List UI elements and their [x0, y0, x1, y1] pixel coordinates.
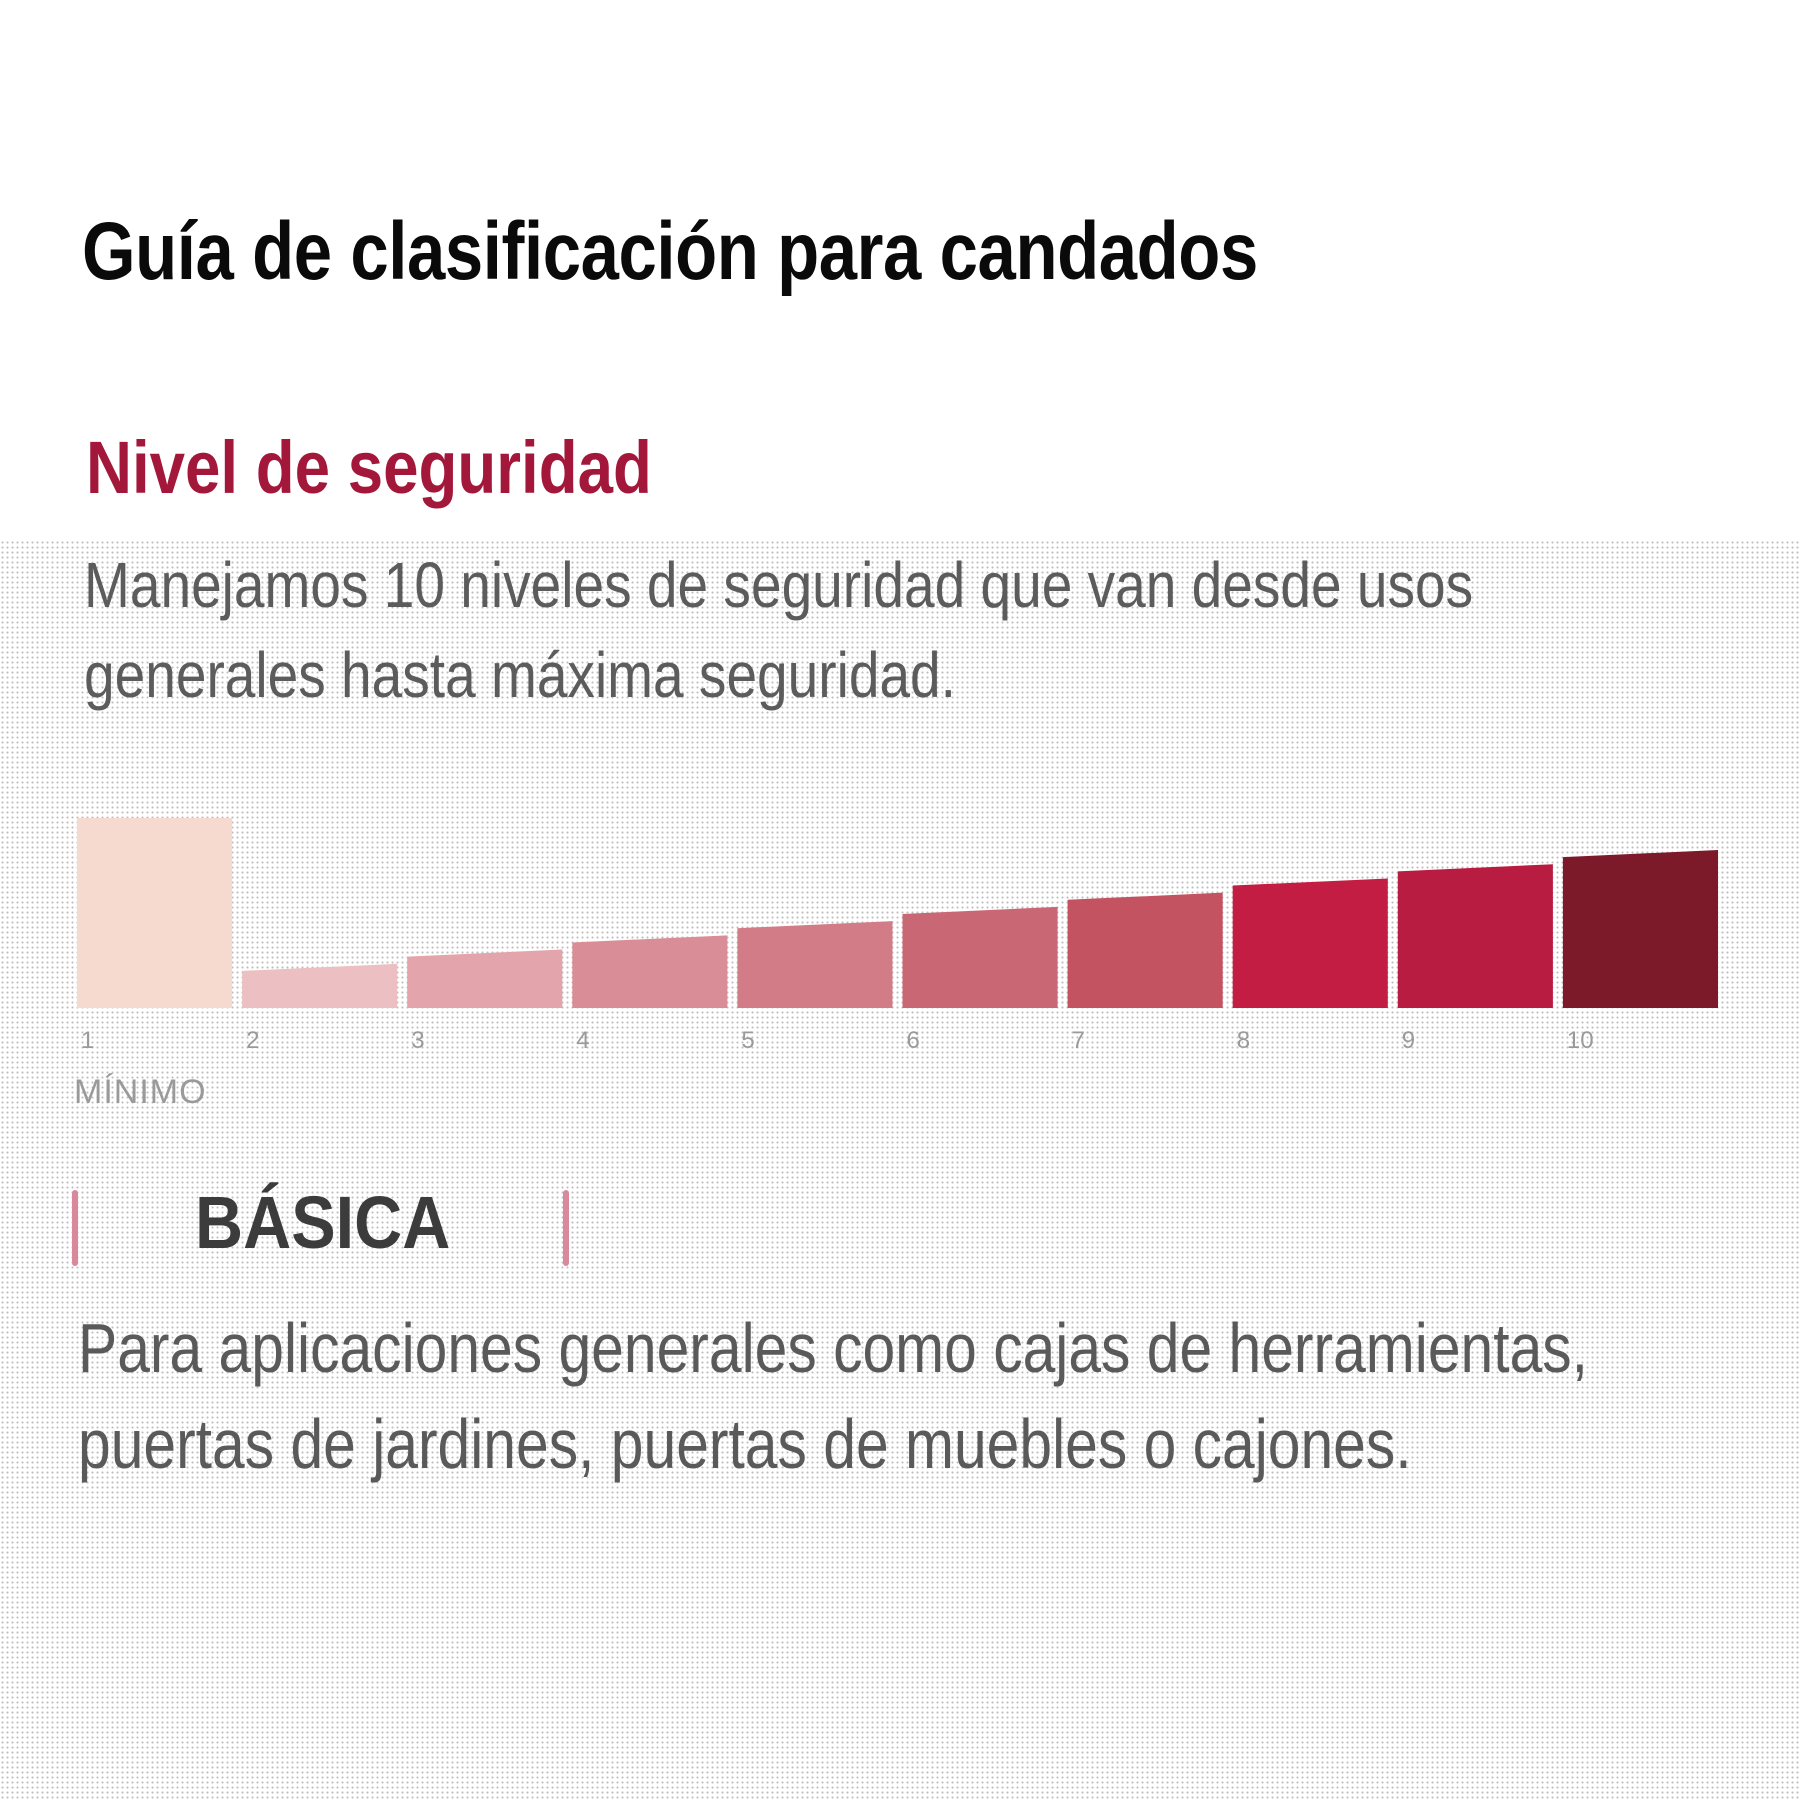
category-description: Para aplicaciones generales como cajas d… — [78, 1300, 1590, 1492]
section-subtitle: Nivel de seguridad — [86, 426, 652, 509]
intro-line-1: Manejamos 10 niveles de seguridad que va… — [84, 549, 1474, 621]
category-name: BÁSICA — [195, 1181, 451, 1264]
intro-text: Manejamos 10 niveles de seguridad que va… — [84, 540, 1632, 720]
bar-level-10 — [1562, 850, 1718, 1008]
tick-label-2: 2 — [246, 1027, 259, 1054]
tick-label-5: 5 — [741, 1027, 754, 1054]
tick-label-1: 1 — [81, 1027, 94, 1054]
description-line-1: Para aplicaciones generales como cajas d… — [78, 1309, 1589, 1387]
tick-label-4: 4 — [576, 1027, 589, 1054]
tick-label-10: 10 — [1567, 1027, 1594, 1054]
bar-level-7 — [1067, 892, 1223, 1008]
bar-level-6 — [902, 906, 1058, 1008]
bar-level-9 — [1397, 864, 1553, 1008]
security-level-chart: 1 2 3 4 5 6 7 8 9 10 — [77, 818, 1718, 1054]
category-bracket-left — [72, 1190, 78, 1266]
bar-level-1 — [77, 818, 233, 1008]
tick-label-8: 8 — [1237, 1027, 1250, 1054]
tick-label-6: 6 — [907, 1027, 920, 1054]
tick-label-9: 9 — [1402, 1027, 1415, 1054]
bar-level-8 — [1232, 878, 1388, 1008]
min-level-label: MÍNIMO — [74, 1073, 207, 1111]
dotted-background — [0, 540, 1800, 1800]
tick-label-7: 7 — [1072, 1027, 1085, 1054]
bar-level-4 — [572, 935, 728, 1008]
description-line-2: puertas de jardines, puertas de muebles … — [78, 1405, 1412, 1483]
intro-line-2: generales hasta máxima seguridad. — [84, 639, 956, 711]
bar-level-2 — [242, 963, 398, 1008]
bar-level-5 — [737, 921, 893, 1008]
bar-level-3 — [407, 949, 563, 1008]
tick-label-3: 3 — [411, 1027, 424, 1054]
page-title: Guía de clasificación para candados — [82, 206, 1258, 297]
category-bracket-right — [563, 1190, 569, 1266]
